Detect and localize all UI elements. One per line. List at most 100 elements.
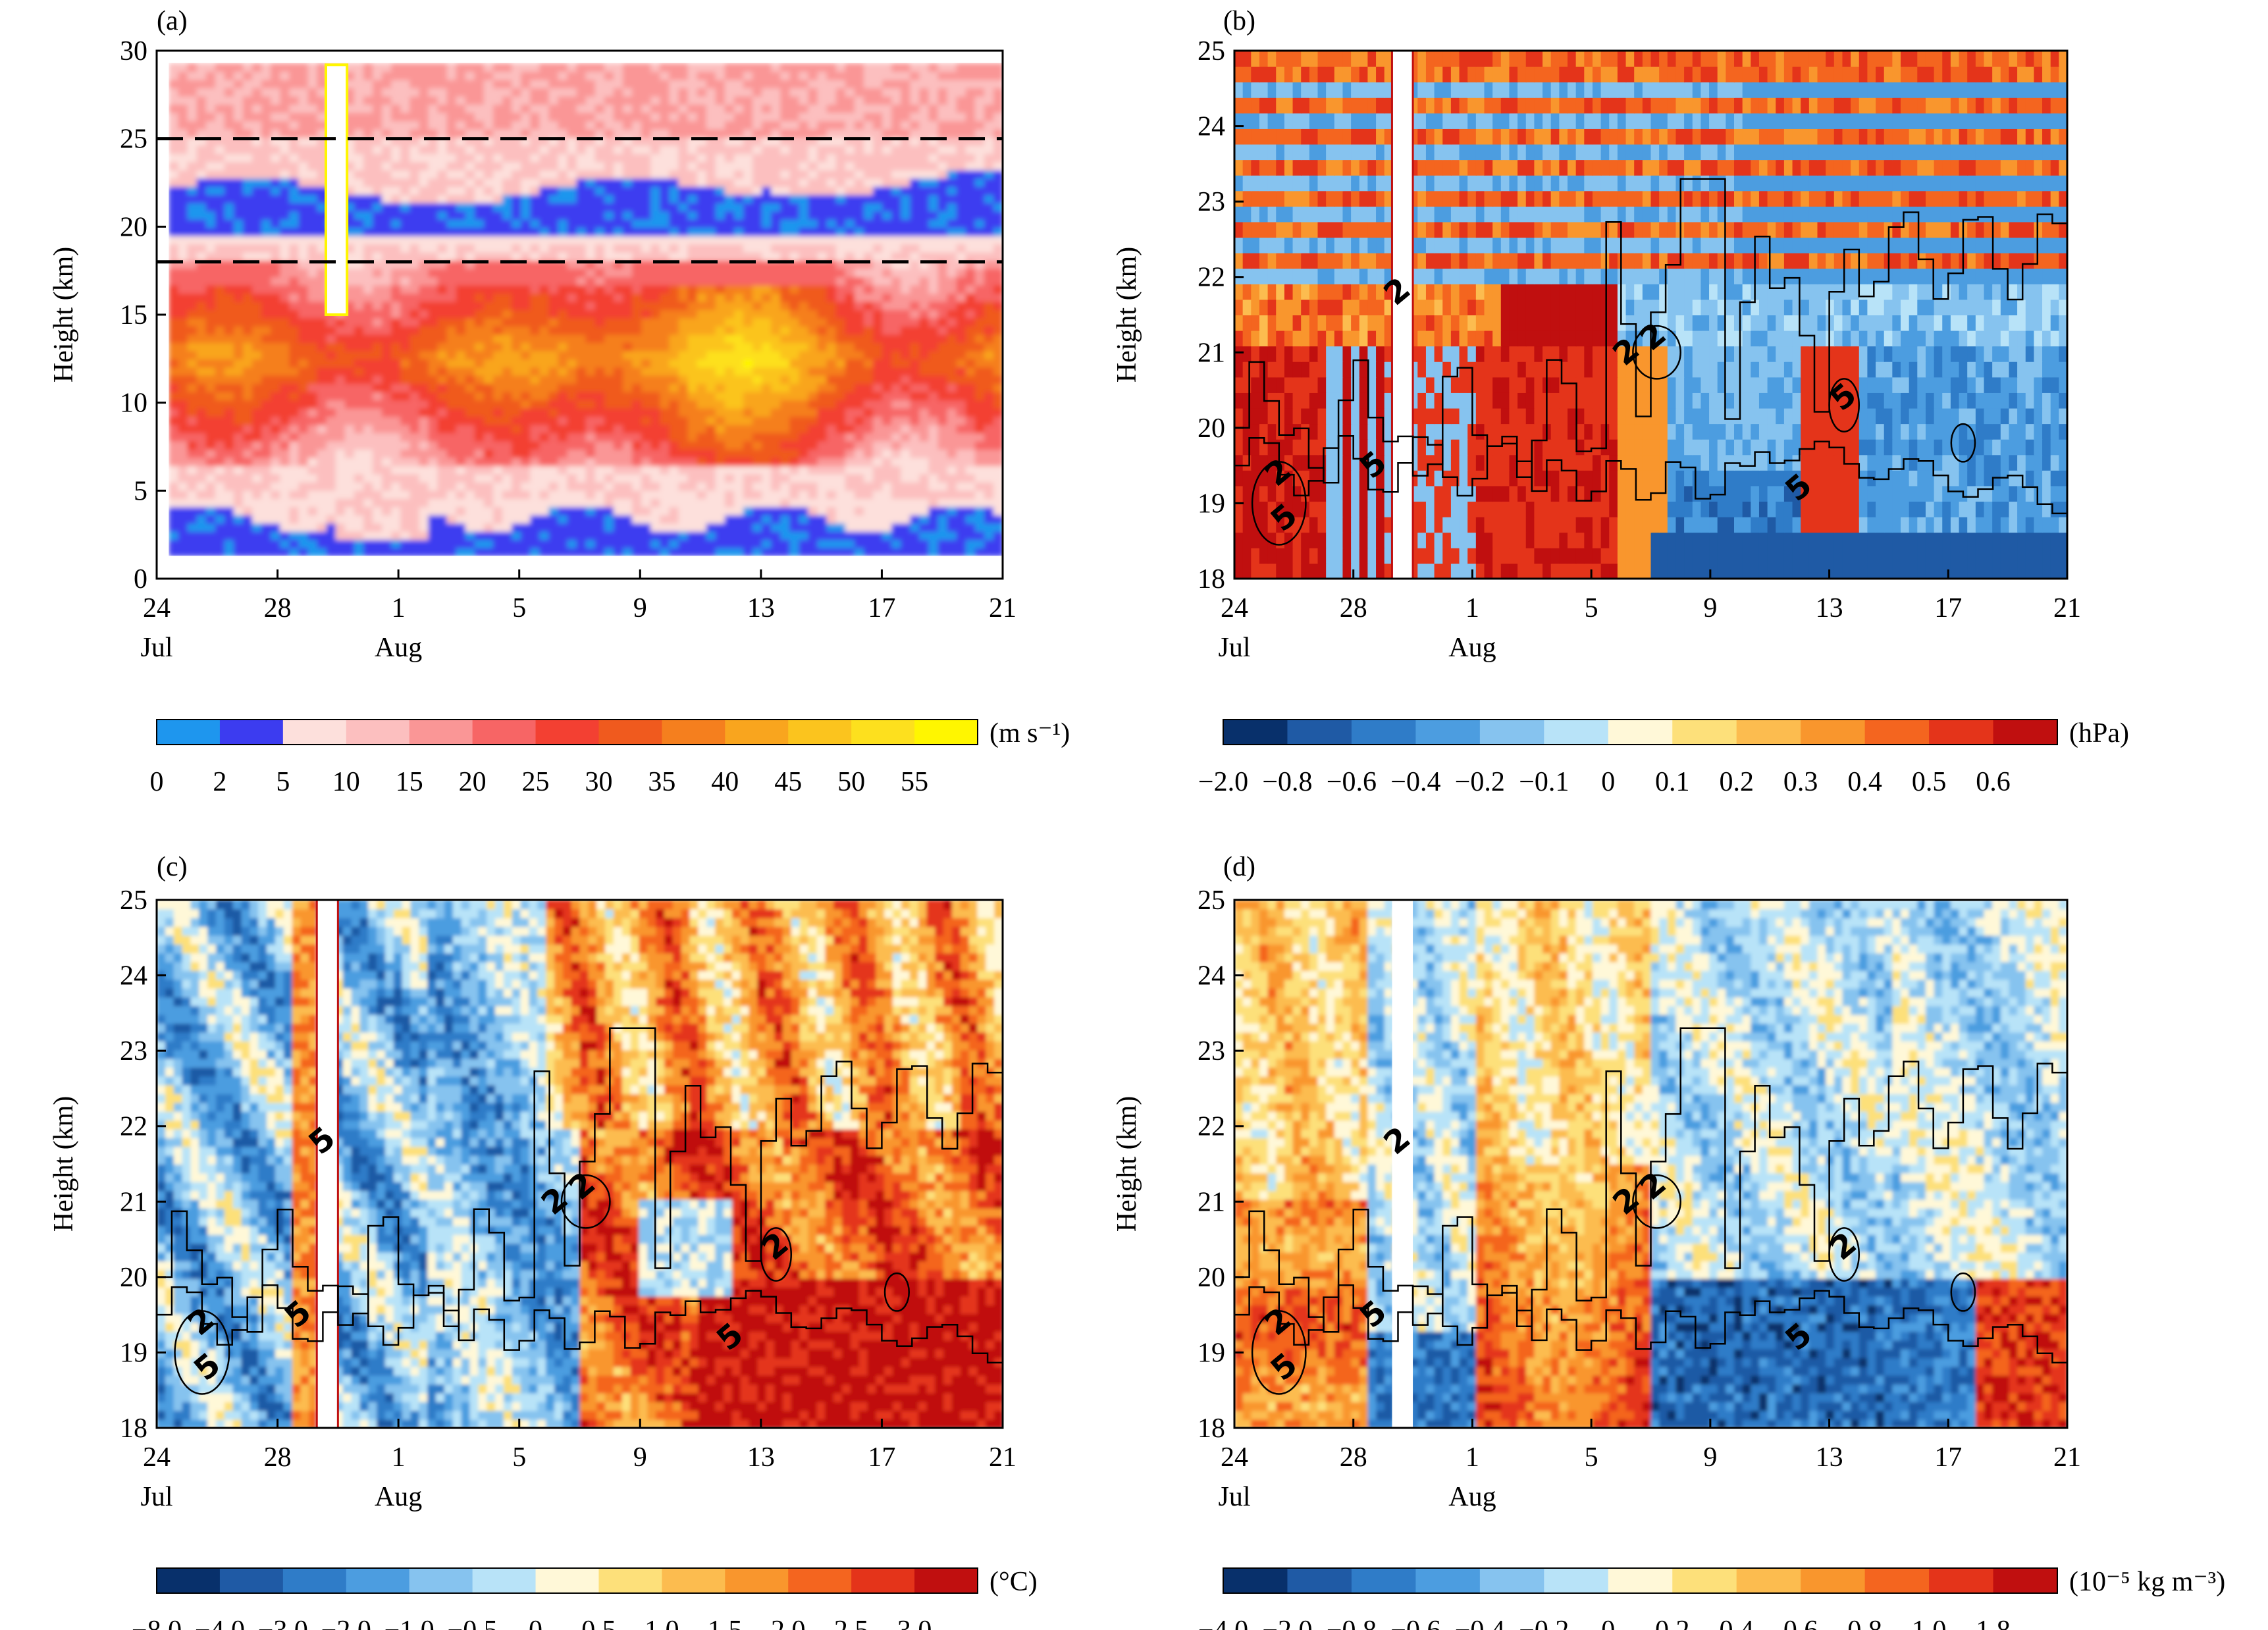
- field-cell: [512, 481, 522, 491]
- field-cell: [169, 367, 179, 376]
- field-cell: [354, 325, 364, 335]
- field-cell: [483, 531, 494, 540]
- field-cell: [298, 514, 309, 524]
- field-cell: [641, 260, 652, 269]
- field-cell: [799, 449, 809, 458]
- field-cell: [882, 235, 893, 245]
- field-cell: [622, 112, 633, 122]
- field-cell: [817, 465, 828, 475]
- field-cell: [483, 342, 494, 352]
- field-cell: [974, 391, 985, 401]
- field-cell: [344, 400, 355, 409]
- field-cell: [317, 235, 327, 245]
- field-cell: [456, 424, 466, 434]
- field-cell: [910, 211, 920, 220]
- field-cell: [872, 227, 883, 236]
- field-cell: [641, 293, 652, 302]
- field-cell: [372, 284, 383, 294]
- field-cell: [697, 531, 707, 540]
- field-cell: [419, 169, 429, 179]
- field-cell: [910, 251, 920, 261]
- field-cell: [993, 424, 1003, 434]
- field-cell: [298, 416, 309, 425]
- field-cell: [437, 416, 448, 425]
- field-cell: [706, 514, 716, 524]
- field-cell: [558, 457, 568, 467]
- field-cell: [789, 523, 800, 532]
- field-cell: [956, 506, 966, 515]
- field-cell: [585, 367, 596, 376]
- field-cell: [826, 219, 837, 228]
- field-cell: [400, 227, 411, 236]
- field-cell: [613, 383, 623, 392]
- field-cell: [715, 219, 725, 228]
- field-cell: [558, 104, 568, 113]
- field-cell: [594, 309, 605, 319]
- field-cell: [539, 523, 550, 532]
- field-cell: [215, 128, 225, 138]
- field-cell: [974, 112, 985, 122]
- field-cell: [437, 276, 448, 286]
- field-cell: [530, 178, 541, 187]
- field-cell: [437, 235, 448, 245]
- field-cell: [289, 145, 300, 154]
- field-cell: [280, 284, 290, 294]
- field-cell: [891, 251, 902, 261]
- field-cell: [901, 104, 911, 113]
- field-cell: [965, 301, 976, 310]
- field-cell: [641, 498, 652, 508]
- field-cell: [261, 433, 272, 442]
- field-cell: [660, 490, 670, 499]
- field-cell: [465, 268, 475, 278]
- field-cell: [428, 498, 438, 508]
- field-cell: [474, 383, 485, 392]
- field-cell: [937, 342, 948, 352]
- field-cell: [882, 284, 893, 294]
- field-cell: [854, 400, 864, 409]
- field-cell: [928, 219, 939, 228]
- field-cell: [428, 153, 438, 163]
- field-cell: [419, 153, 429, 163]
- field-cell: [817, 104, 828, 113]
- field-cell: [354, 276, 364, 286]
- field-cell: [817, 358, 828, 368]
- field-cell: [437, 547, 448, 557]
- field-cell: [715, 161, 725, 171]
- field-cell: [437, 95, 448, 105]
- field-cell: [660, 128, 670, 138]
- field-cell: [271, 112, 281, 122]
- field-cell: [492, 539, 504, 548]
- field-cell: [224, 112, 234, 122]
- field-cell: [567, 120, 577, 130]
- field-cell: [242, 251, 253, 261]
- field-cell: [715, 457, 725, 467]
- field-cell: [576, 514, 587, 524]
- field-cell: [984, 350, 994, 359]
- field-cell: [697, 498, 707, 508]
- field-cell: [789, 186, 800, 196]
- field-cell: [891, 293, 902, 302]
- field-cell: [558, 383, 568, 392]
- field-cell: [437, 161, 448, 171]
- field-cell: [474, 367, 485, 376]
- field-cell: [752, 293, 763, 302]
- field-cell: [817, 539, 828, 548]
- field-cell: [437, 309, 448, 319]
- field-cell: [780, 268, 791, 278]
- field-cell: [558, 440, 568, 450]
- field-cell: [419, 186, 429, 196]
- field-cell: [799, 104, 809, 113]
- field-cell: [613, 523, 623, 532]
- field-cell: [437, 514, 448, 524]
- field-cell: [660, 449, 670, 458]
- field-cell: [993, 506, 1003, 515]
- field-cell: [974, 498, 985, 508]
- field-cell: [456, 539, 466, 548]
- field-cell: [632, 506, 643, 515]
- field-cell: [650, 284, 661, 294]
- field-cell: [409, 112, 420, 122]
- field-cell: [882, 498, 893, 508]
- field-cell: [585, 251, 596, 261]
- field-cell: [233, 153, 244, 163]
- field-cell: [956, 416, 966, 425]
